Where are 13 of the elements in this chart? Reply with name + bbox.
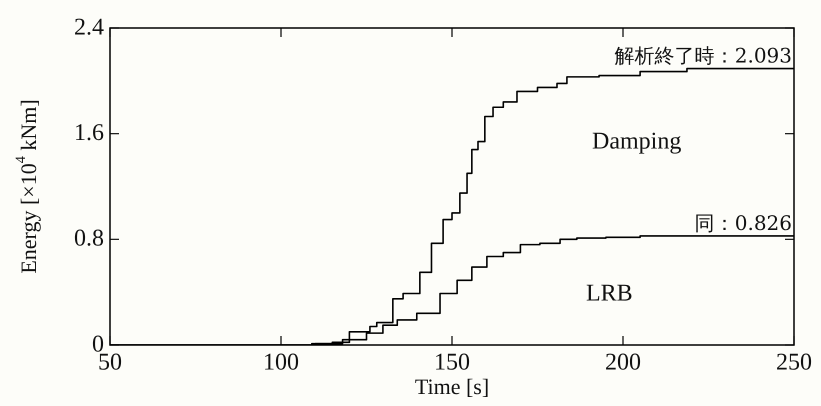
x-axis-title: Time [s] xyxy=(414,374,490,399)
x-tick-label: 100 xyxy=(263,350,299,376)
series-label: LRB xyxy=(586,280,633,307)
y-axis-title: Energy [×104 kNm] xyxy=(12,99,41,274)
y-tick-label: 0.8 xyxy=(74,226,104,252)
annotation: 同：0.826 xyxy=(694,210,792,235)
x-tick-label: 150 xyxy=(434,350,470,376)
x-tick-label: 200 xyxy=(605,350,641,376)
y-tick-label: 2.4 xyxy=(74,14,104,40)
y-tick-label: 1.6 xyxy=(74,120,104,146)
annotation: 解析終了時：2.093 xyxy=(614,44,792,68)
x-tick-label: 250 xyxy=(776,350,812,376)
text: Damping xyxy=(592,128,682,154)
